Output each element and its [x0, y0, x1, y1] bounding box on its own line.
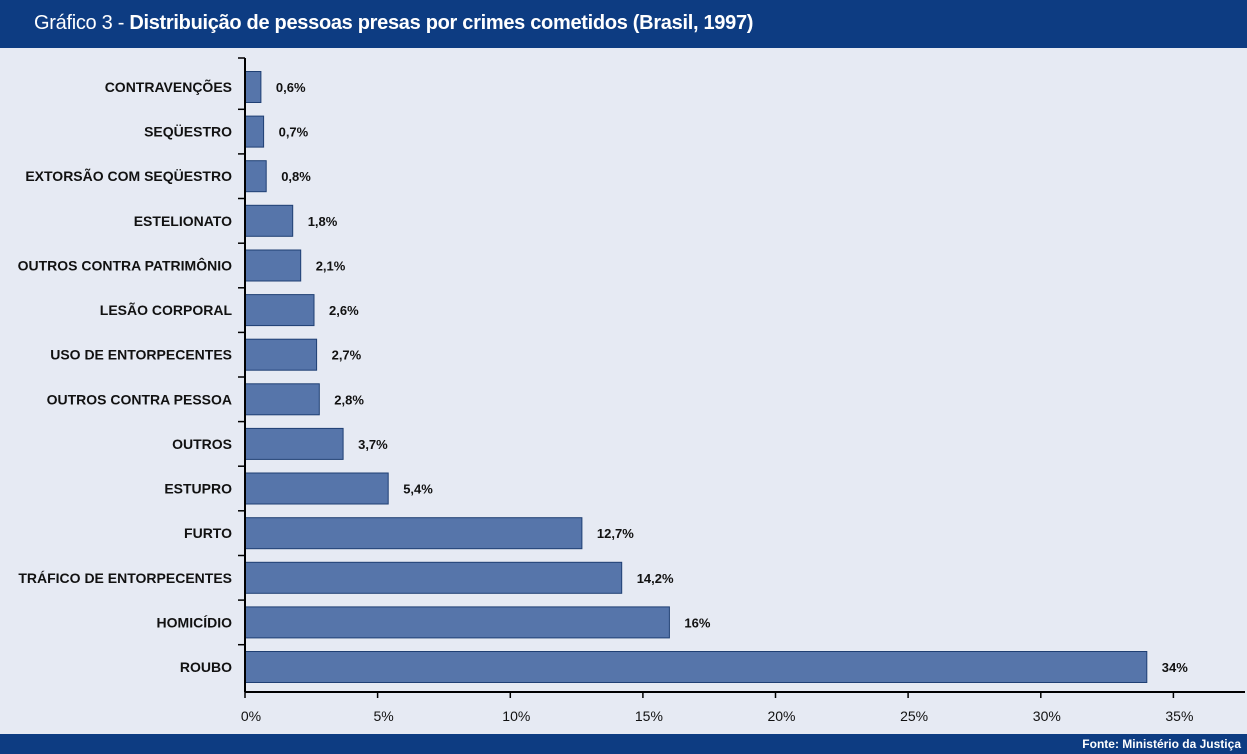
bar [244, 160, 267, 193]
category-label: OUTROS CONTRA PESSOA [47, 391, 232, 407]
data-label: 16% [684, 615, 710, 630]
bar [244, 651, 1148, 683]
category-label: TRÁFICO DE ENTORPECENTES [18, 570, 232, 586]
x-tick-label: 20% [767, 708, 795, 724]
x-tick-label: 0% [241, 708, 261, 724]
data-label: 34% [1162, 660, 1188, 675]
data-label: 5,4% [403, 482, 433, 497]
chart-title-text: Distribuição de pessoas presas por crime… [129, 12, 754, 34]
bar [244, 249, 302, 282]
bar [244, 606, 670, 639]
data-label: 0,6% [276, 80, 306, 95]
bar [244, 383, 320, 416]
category-label: ROUBO [180, 659, 232, 675]
x-tick-label: 25% [900, 708, 928, 724]
x-tick-label: 10% [502, 708, 530, 724]
data-label: 1,8% [308, 214, 338, 229]
bar [244, 517, 583, 550]
data-label: 2,8% [334, 392, 364, 407]
category-label: FURTO [184, 525, 232, 541]
chart-header: Gráfico 3 - Distribuição de pessoas pres… [0, 0, 1247, 48]
category-label: HOMICÍDIO [157, 614, 233, 630]
category-label: LESÃO CORPORAL [100, 301, 233, 318]
data-label: 3,7% [358, 437, 388, 452]
data-label: 2,7% [332, 348, 362, 363]
category-label: ESTUPRO [164, 481, 232, 497]
data-label: 0,8% [281, 169, 311, 184]
chart-footer: Fonte: Ministério da Justiça [0, 734, 1247, 754]
x-tick-label: 30% [1033, 708, 1061, 724]
bar [244, 71, 262, 103]
data-label: 14,2% [637, 571, 674, 586]
category-label: EXTORSÃO COM SEQÜESTRO [25, 167, 232, 184]
bar [244, 472, 389, 505]
category-label: SEQÜESTRO [144, 124, 232, 140]
x-tick-label: 15% [635, 708, 663, 724]
bar [244, 427, 344, 460]
source-note: Fonte: Ministério da Justiça [1082, 737, 1241, 751]
category-label: ESTELIONATO [134, 213, 232, 229]
category-label: CONTRAVENÇÕES [105, 78, 232, 95]
bar-chart: CONTRAVENÇÕES 0,6% SEQÜESTRO 0,7% EXTORSÃO C… [18, 57, 1245, 724]
chart-title: Gráfico 3 - Distribuição de pessoas pres… [34, 12, 753, 35]
bar [244, 561, 623, 594]
data-label: 2,1% [316, 259, 346, 274]
bar [244, 115, 265, 148]
data-label: 0,7% [279, 125, 309, 140]
category-label: OUTROS [172, 436, 232, 452]
data-label: 12,7% [597, 526, 634, 541]
bar [244, 294, 315, 327]
category-label: OUTROS CONTRA PATRIMÔNIO [18, 257, 233, 274]
category-label: USO DE ENTORPECENTES [50, 347, 232, 363]
x-tick-label: 35% [1165, 708, 1193, 724]
bar [244, 204, 294, 237]
data-label: 2,6% [329, 303, 359, 318]
chart-title-prefix: Gráfico 3 - [34, 12, 130, 34]
x-tick-label: 5% [373, 708, 393, 724]
bar [244, 338, 318, 371]
